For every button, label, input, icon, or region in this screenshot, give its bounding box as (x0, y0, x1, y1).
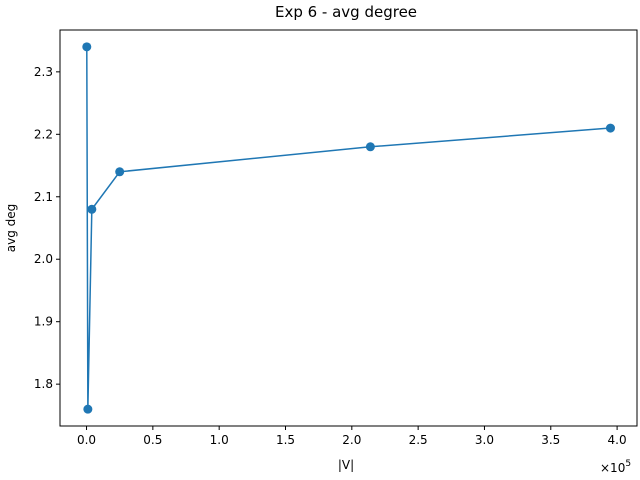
x-tick-label: 2.5 (409, 433, 428, 447)
data-point (115, 167, 125, 177)
y-tick-label: 2.3 (34, 65, 53, 79)
x-axis-offset-base: ×10 (600, 461, 625, 475)
x-tick-label: 3.5 (541, 433, 560, 447)
y-axis-label: avg deg (4, 204, 18, 253)
y-axis: 1.8 1.9 2.0 2.1 2.2 2.3 (34, 65, 60, 391)
x-tick-label: 1.0 (210, 433, 229, 447)
plot-area (60, 30, 637, 426)
x-tick-label: 1.5 (276, 433, 295, 447)
x-tick-label: 2.0 (342, 433, 361, 447)
x-tick-label: 4.0 (608, 433, 627, 447)
y-tick-label: 2.1 (34, 190, 53, 204)
data-point (82, 42, 92, 52)
x-tick-label: 0.0 (77, 433, 96, 447)
data-point (605, 123, 615, 133)
x-tick-label: 0.5 (143, 433, 162, 447)
x-axis-offset-exponent: 5 (625, 459, 631, 469)
data-point (83, 404, 93, 414)
y-tick-label: 2.2 (34, 127, 53, 141)
series-line (86, 46, 611, 410)
y-tick-label: 1.8 (34, 377, 53, 391)
x-axis: 0.0 0.5 1.0 1.5 2.0 2.5 3.0 3.5 4.0 (77, 426, 627, 447)
y-tick-label: 1.9 (34, 315, 53, 329)
y-tick-label: 2.0 (34, 252, 53, 266)
chart-title: Exp 6 - avg degree (275, 3, 417, 21)
data-point (365, 142, 375, 152)
data-point (87, 204, 97, 214)
plot-background (60, 30, 637, 426)
x-axis-label: |V| (338, 458, 354, 472)
plot-frame (59, 29, 638, 427)
series-layer (82, 42, 615, 414)
x-axis-offset-label: ×105 (600, 459, 631, 475)
x-tick-label: 3.0 (475, 433, 494, 447)
